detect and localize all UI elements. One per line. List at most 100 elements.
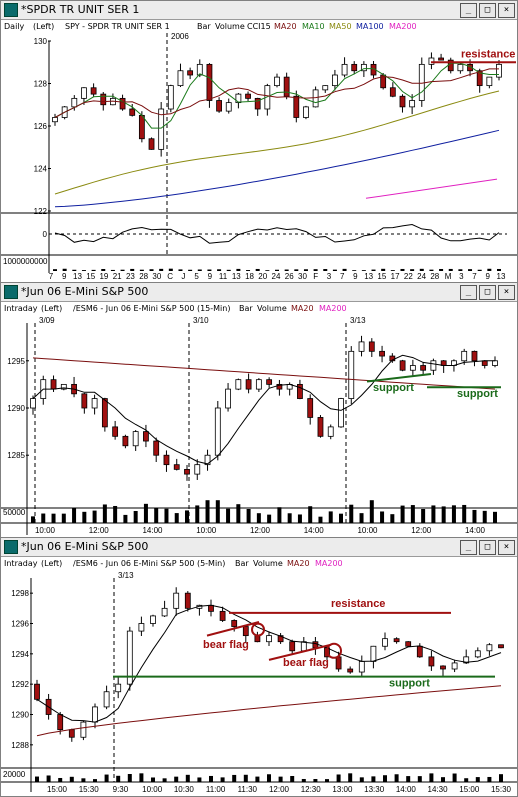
time-x-tick: 15:00 [459, 785, 480, 794]
volume-bar [452, 773, 457, 782]
chart-subtitle: Intraday (Left) /ESM6 - Jun 06 E-Mini S&… [1, 557, 517, 570]
price-candle [91, 398, 98, 409]
price-candle [428, 57, 435, 65]
period-label: Intraday [4, 304, 38, 313]
time-x-tick: 10:30 [174, 785, 195, 794]
volume-bar [328, 511, 333, 523]
date-x-tick: 22 [404, 272, 413, 281]
time-x-tick: 10:00 [357, 526, 378, 535]
volume-bar [178, 269, 183, 271]
maximize-icon[interactable]: □ [479, 3, 496, 18]
time-x-tick: 14:00 [465, 526, 486, 535]
price-candle [274, 76, 280, 87]
window-titlebar[interactable]: *SPDR TR UNIT SER 1 _ □ × [1, 1, 517, 20]
price-candle [68, 729, 75, 738]
window-title: *Jun 06 E-Mini S&P 500 [21, 540, 149, 553]
minimize-icon[interactable]: _ [460, 3, 477, 18]
close-icon[interactable]: × [498, 540, 515, 555]
price-candle [430, 360, 437, 371]
volume-bar [348, 773, 353, 782]
volume-bar [256, 513, 261, 523]
date-x-tick: 9 [208, 272, 213, 281]
chart-window-icon[interactable] [4, 3, 18, 17]
volume-bar [336, 774, 341, 782]
price-candle [303, 106, 309, 118]
close-icon[interactable]: × [498, 285, 515, 300]
chart-window-icon[interactable] [4, 540, 18, 554]
price-candle [90, 87, 97, 95]
price-candle [235, 93, 242, 104]
support-line [366, 373, 432, 383]
time-x-tick: 14:00 [304, 526, 325, 535]
ma20-line [54, 68, 499, 118]
date-x-tick: 3 [459, 272, 464, 281]
minimize-icon[interactable]: _ [460, 540, 477, 555]
date-x-tick: 24 [272, 272, 281, 281]
date-x-tick: 26 [285, 272, 294, 281]
price-candle [338, 398, 344, 428]
date-x-tick: 15 [86, 272, 95, 281]
time-x-tick: 12:00 [89, 526, 110, 535]
es-15min-chart[interactable]: 1295 1290 1285 3/09 3/10 3/13 support support 50… [1, 315, 517, 536]
es-5min-chart[interactable]: 1298 1296 1294 1292 1290 1288 3/13 resistance su… [1, 570, 517, 795]
volume-bar [275, 269, 279, 271]
price-candle [379, 350, 385, 357]
volume-bar [205, 500, 210, 523]
date-x-tick: 13 [73, 272, 82, 281]
spy-daily-chart[interactable]: 130 128 126 124 122 2006 resistance 0 1000000000… [1, 33, 517, 281]
volume-bar [31, 516, 35, 523]
volume-bar [81, 778, 86, 782]
price-candle [382, 638, 388, 647]
maximize-icon[interactable]: □ [479, 285, 496, 300]
volume-bar [419, 268, 424, 271]
maximize-icon[interactable]: □ [479, 540, 496, 555]
volume-bar [287, 513, 292, 523]
date-x-tick: 30 [152, 272, 161, 281]
price-candle [196, 63, 203, 76]
ma200-label: MA200 [319, 304, 347, 313]
volume-bar [143, 503, 148, 523]
volume-bar [232, 774, 237, 782]
chart-window-icon[interactable] [4, 285, 18, 299]
volume-bar [417, 776, 422, 782]
price-candle [266, 635, 272, 643]
price-candle [476, 70, 483, 87]
es-5min-window[interactable]: *Jun 06 E-Mini S&P 500 _ □ × Intraday (L… [0, 537, 518, 797]
volume-bar [421, 509, 426, 523]
volume-label: Volume [215, 22, 245, 31]
volume-bar [82, 511, 87, 523]
volume-bar [110, 269, 115, 271]
price-candle [138, 623, 145, 632]
time-x-tick: 11:30 [238, 785, 258, 794]
price-y-tick: 1292 [11, 680, 29, 689]
price-y-tick: 1285 [7, 451, 25, 460]
date-x-tick: 19 [99, 272, 108, 281]
window-titlebar[interactable]: *Jun 06 E-Mini S&P 500 _ □ × [1, 538, 517, 557]
price-y-tick: 1296 [11, 620, 29, 629]
ma20-label: MA20 [291, 304, 314, 313]
minimize-icon[interactable]: _ [460, 285, 477, 300]
price-candle [103, 691, 110, 708]
price-candle [440, 665, 446, 670]
volume-bar [464, 778, 469, 782]
volume-bar [185, 774, 190, 782]
volume-bar [102, 504, 107, 523]
window-titlebar[interactable]: *Jun 06 E-Mini S&P 500 _ □ × [1, 283, 517, 302]
price-y-tick: 130 [34, 37, 48, 46]
volume-bar [197, 777, 202, 782]
price-candle [138, 114, 145, 140]
volume-bar [101, 268, 106, 271]
cci-y-tick: 0 [43, 230, 48, 239]
time-x-tick: 14:30 [428, 785, 449, 794]
price-candle [184, 592, 191, 609]
volume-bar [195, 505, 200, 523]
es-15min-window[interactable]: *Jun 06 E-Mini S&P 500 _ □ × Intraday (L… [0, 282, 518, 538]
price-candle [332, 74, 338, 87]
bar-label: Bar [235, 559, 249, 568]
volume-bar [215, 500, 220, 523]
close-icon[interactable]: × [498, 3, 515, 18]
date-x-tick: 20 [258, 272, 267, 281]
spy-daily-window[interactable]: *SPDR TR UNIT SER 1 _ □ × Daily (Left) S… [0, 0, 518, 283]
volume-bar [400, 505, 405, 523]
volume-bar [361, 270, 366, 271]
